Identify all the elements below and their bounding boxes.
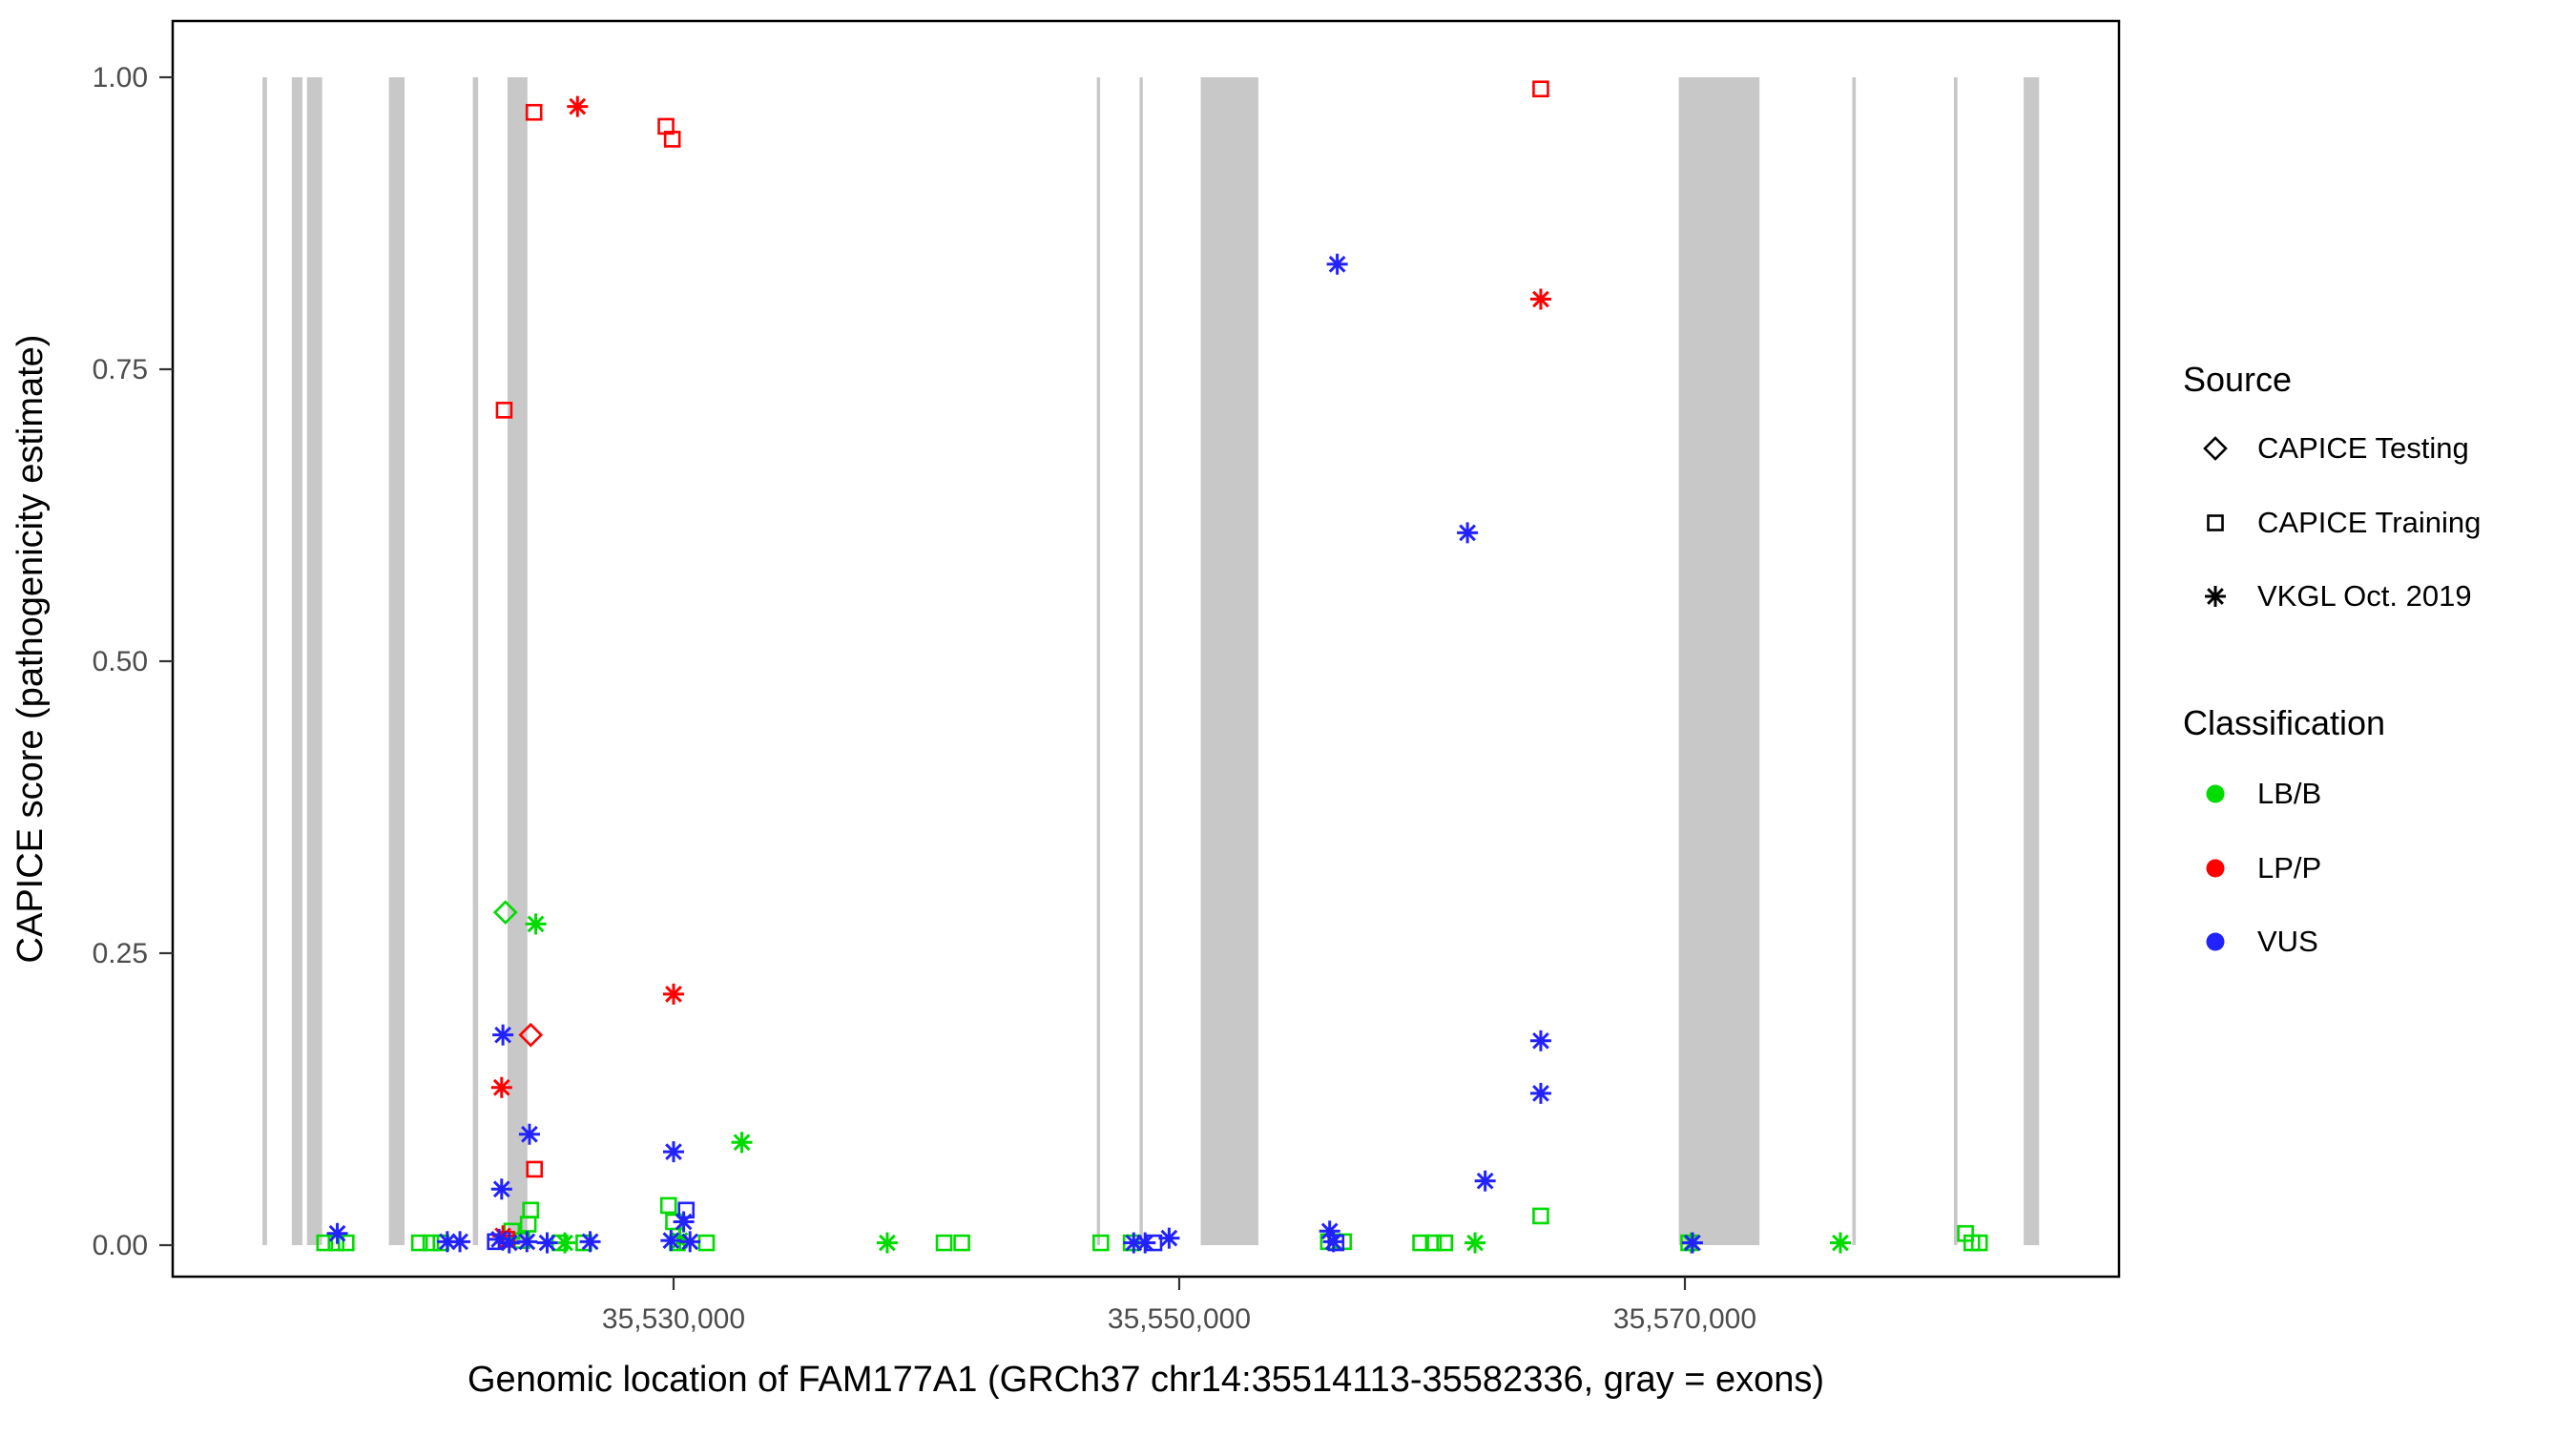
exon-band bbox=[1139, 77, 1143, 1245]
legend-source-label: CAPICE Testing bbox=[2257, 431, 2469, 465]
point-vkgl-oct-2019-vus bbox=[492, 1024, 514, 1046]
asterisk-legend-icon bbox=[2205, 586, 2226, 607]
point-capice-training-lb-b bbox=[1532, 1207, 1549, 1225]
diamond-legend-icon bbox=[2203, 436, 2228, 461]
legend-classification-title: Classification bbox=[2183, 703, 2385, 742]
point-vkgl-oct-2019-vus bbox=[490, 1178, 512, 1200]
point-vkgl-oct-2019-lp-p bbox=[490, 1076, 512, 1098]
y-tick-label: 0.25 bbox=[93, 938, 148, 969]
classification-dot-icon bbox=[2206, 859, 2225, 878]
classification-dot-icon bbox=[2206, 932, 2225, 951]
point-vkgl-oct-2019-lp-p bbox=[662, 983, 684, 1005]
point-vkgl-oct-2019-vus bbox=[579, 1231, 601, 1253]
exon-band bbox=[1852, 77, 1857, 1245]
point-vkgl-oct-2019-lb-b bbox=[1465, 1232, 1486, 1254]
point-vkgl-oct-2019-lb-b bbox=[1829, 1232, 1851, 1254]
point-capice-testing-lp-p bbox=[518, 1022, 544, 1048]
y-tick-label: 0.50 bbox=[93, 646, 148, 677]
point-vkgl-oct-2019-vus bbox=[518, 1123, 540, 1145]
legend-classification-label: LP/P bbox=[2257, 851, 2321, 884]
point-capice-training-lb-b bbox=[1092, 1234, 1110, 1252]
exon-band bbox=[1953, 77, 1958, 1245]
legend-classification-label: LB/B bbox=[2257, 777, 2321, 810]
exon-band bbox=[1678, 77, 1760, 1245]
point-capice-training-lp-p bbox=[663, 131, 681, 148]
exon-band bbox=[388, 77, 405, 1245]
legend-classification-label: VUS bbox=[2257, 925, 2318, 958]
square-legend-icon bbox=[2207, 514, 2224, 531]
point-vkgl-oct-2019-lb-b bbox=[554, 1232, 576, 1254]
point-vkgl-oct-2019-vus bbox=[1681, 1232, 1703, 1254]
classification-dot-icon bbox=[2206, 784, 2225, 803]
x-tick-label: 35,570,000 bbox=[1613, 1303, 1756, 1335]
point-vkgl-oct-2019-vus bbox=[1529, 1082, 1551, 1104]
exon-band bbox=[262, 77, 267, 1245]
point-capice-training-lp-p bbox=[525, 103, 543, 121]
point-vkgl-oct-2019-vus bbox=[1322, 1231, 1344, 1253]
point-capice-training-lb-b bbox=[659, 1197, 677, 1215]
point-capice-training-lb-b bbox=[1424, 1234, 1443, 1252]
point-vkgl-oct-2019-lp-p bbox=[1529, 288, 1551, 310]
point-capice-training-lb-b bbox=[935, 1234, 953, 1252]
point-capice-training-lb-b bbox=[953, 1234, 970, 1252]
axes: 35,530,000 35,550,000 35,570,000 0.00 0.25 0.… bbox=[93, 62, 1756, 1335]
point-vkgl-oct-2019-lb-b bbox=[876, 1232, 898, 1254]
point-vkgl-oct-2019-vus bbox=[498, 1232, 520, 1254]
point-capice-training-lp-p bbox=[526, 1160, 544, 1178]
point-capice-training-lp-p bbox=[1532, 80, 1549, 98]
exon-band bbox=[306, 77, 322, 1245]
x-axis-title: Genomic location of FAM177A1 (GRCh37 chr… bbox=[467, 1360, 1824, 1400]
point-vkgl-oct-2019-vus bbox=[673, 1211, 695, 1233]
point-capice-training-lb-b bbox=[1412, 1234, 1429, 1252]
point-vkgl-oct-2019-vus bbox=[1474, 1170, 1496, 1192]
point-vkgl-oct-2019-vus bbox=[1158, 1227, 1180, 1249]
point-capice-training-lb-b bbox=[1970, 1234, 1988, 1252]
y-axis-title: CAPICE score (pathogenicity estimate) bbox=[10, 335, 51, 964]
data-points bbox=[316, 80, 1988, 1254]
point-vkgl-oct-2019-vus bbox=[1326, 253, 1348, 275]
exon-band bbox=[291, 77, 302, 1245]
point-capice-training-lb-b bbox=[338, 1234, 355, 1252]
x-tick-label: 35,530,000 bbox=[602, 1303, 745, 1335]
point-vkgl-oct-2019-vus bbox=[326, 1222, 348, 1244]
y-tick-label: 1.00 bbox=[93, 62, 148, 94]
plot-panel-border bbox=[171, 19, 2121, 1279]
point-capice-training-lp-p bbox=[495, 402, 513, 419]
point-capice-training-lb-b bbox=[410, 1234, 428, 1252]
point-capice-training-lb-b bbox=[697, 1234, 716, 1252]
y-tick-label: 0.75 bbox=[93, 354, 148, 385]
point-vkgl-oct-2019-vus bbox=[1457, 522, 1479, 544]
point-vkgl-oct-2019-vus bbox=[449, 1231, 471, 1253]
y-tick-label: 0.00 bbox=[93, 1230, 148, 1261]
exon-band bbox=[1096, 77, 1101, 1245]
x-tick-label: 35,550,000 bbox=[1108, 1303, 1251, 1335]
exon-band bbox=[1200, 77, 1258, 1245]
point-capice-training-lb-b bbox=[1436, 1234, 1454, 1252]
legend-source-label: CAPICE Training bbox=[2257, 506, 2481, 539]
exon-bands bbox=[262, 77, 2040, 1245]
point-vkgl-oct-2019-vus bbox=[536, 1232, 558, 1254]
legend-source-label: VKGL Oct. 2019 bbox=[2257, 579, 2472, 613]
point-vkgl-oct-2019-vus bbox=[1134, 1232, 1156, 1254]
exon-band bbox=[472, 77, 479, 1245]
point-vkgl-oct-2019-vus bbox=[660, 1230, 682, 1252]
legend: Source CAPICE Testing CAPICE Training VKGL … bbox=[2183, 360, 2481, 958]
legend-source-title: Source bbox=[2183, 360, 2292, 399]
exon-band bbox=[2024, 77, 2040, 1245]
point-vkgl-oct-2019-vus bbox=[662, 1141, 684, 1163]
point-capice-training-lb-b bbox=[522, 1201, 540, 1219]
exon-band bbox=[507, 77, 528, 1245]
point-vkgl-oct-2019-vus bbox=[1529, 1030, 1551, 1051]
point-vkgl-oct-2019-vus bbox=[679, 1231, 701, 1253]
point-vkgl-oct-2019-vus bbox=[516, 1231, 538, 1253]
point-capice-testing-lb-b bbox=[492, 900, 518, 925]
point-capice-training-lb-b bbox=[316, 1234, 334, 1252]
point-vkgl-oct-2019-lb-b bbox=[731, 1132, 753, 1154]
point-vkgl-oct-2019-lp-p bbox=[567, 95, 589, 117]
point-vkgl-oct-2019-lb-b bbox=[525, 913, 547, 935]
